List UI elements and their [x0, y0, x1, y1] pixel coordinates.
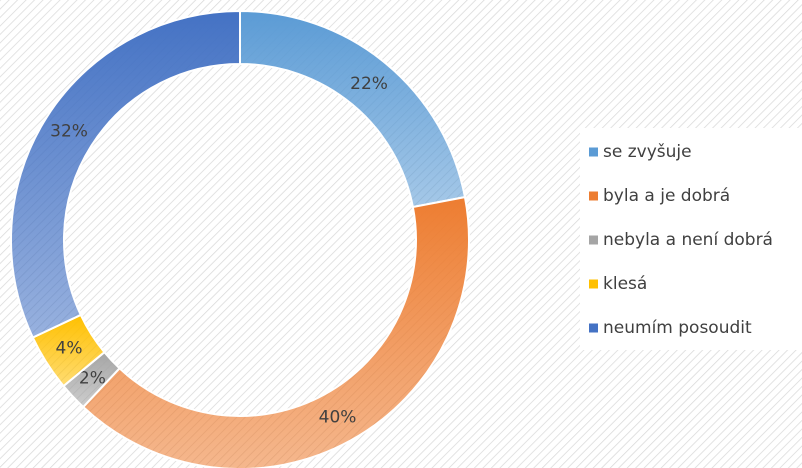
legend-label: byla a je dobrá: [603, 186, 730, 206]
data-label: 32%: [50, 121, 88, 141]
data-label: 40%: [319, 407, 357, 427]
data-label: 2%: [79, 369, 106, 389]
legend-marker: [589, 279, 598, 289]
legend-box: [580, 128, 802, 350]
data-label: 22%: [350, 74, 388, 94]
donut-slice: [10, 9, 241, 339]
legend-marker: [589, 147, 598, 157]
legend-label: klesá: [603, 274, 647, 294]
legend-marker: [589, 235, 598, 245]
legend-marker: [589, 323, 598, 333]
legend-label: se zvyšuje: [603, 142, 692, 162]
legend-marker: [589, 191, 598, 201]
legend-label: neumím posoudit: [603, 318, 752, 338]
donut-slice: [81, 195, 470, 468]
data-label: 4%: [56, 339, 83, 359]
legend-label: nebyla a není dobrá: [603, 230, 773, 250]
